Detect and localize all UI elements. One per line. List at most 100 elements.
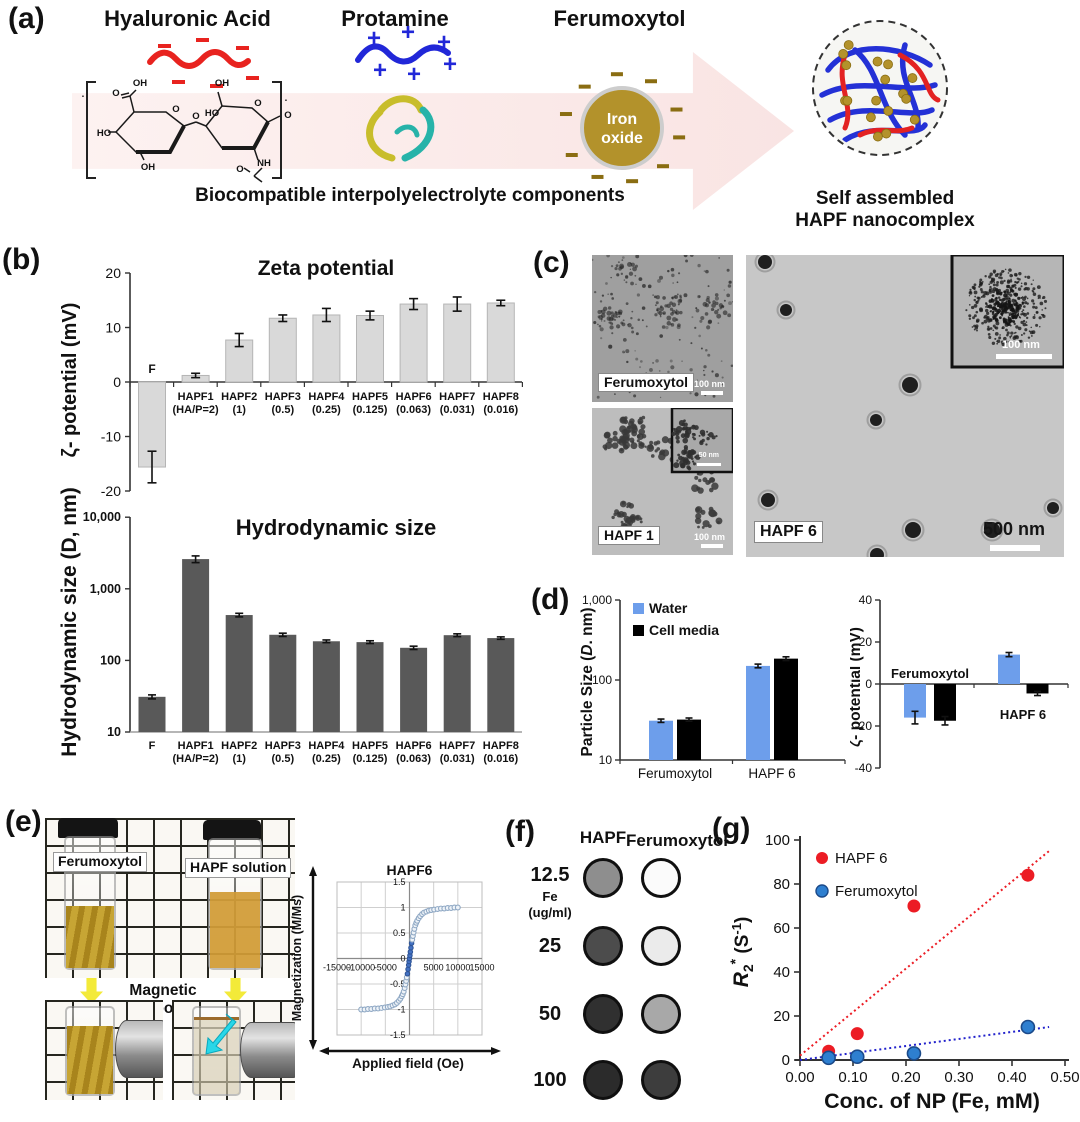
vials-photo: Ferumoxytol HAPF solution <box>45 818 295 978</box>
ferumoxytol-title: Ferumoxytol <box>553 6 686 31</box>
svg-text:(1): (1) <box>232 753 246 765</box>
svg-text:-5000: -5000 <box>374 963 397 973</box>
vial-ferumoxytol <box>64 836 116 970</box>
magnet-photo-ferumoxytol <box>45 1000 163 1100</box>
svg-text:0.50: 0.50 <box>1050 1069 1079 1086</box>
well-unit-line2: (ug/ml) <box>528 905 572 920</box>
svg-text:100: 100 <box>592 673 612 687</box>
zeta-bars <box>138 296 515 484</box>
svg-text:HAPF8: HAPF8 <box>483 391 519 403</box>
svg-text:O: O <box>236 164 243 175</box>
svg-text:HAPF2: HAPF2 <box>221 391 257 403</box>
well-hapf-50 <box>583 994 623 1034</box>
magnetization-points <box>358 904 461 1013</box>
product-label-line1: Self assembled <box>815 188 955 209</box>
svg-text:40: 40 <box>859 593 873 607</box>
zeta-media-chart: ζ- potential (mV) 40 20 0 -20 -40 Ferumoxytol H… <box>850 593 1069 775</box>
svg-text:Hydrodynamic size (D, nm): Hydrodynamic size (D, nm) <box>58 487 81 757</box>
svg-text:40: 40 <box>773 964 790 981</box>
well-col-hapf-header: HAPF <box>579 828 627 847</box>
well-hapf-25 <box>583 926 623 966</box>
vial-cap-right <box>203 820 261 840</box>
panel-e-label: (e) <box>5 805 42 838</box>
relaxivity-chart: 0 20 40 60 80 100 0.00 0.10 0.20 0.30 0.40 0.50 R2* … <box>730 832 1080 1113</box>
vial-cap-left <box>58 818 118 838</box>
svg-text:OH: OH <box>215 78 229 89</box>
svg-text:HAPF4: HAPF4 <box>308 391 345 403</box>
svg-text:10: 10 <box>105 320 121 336</box>
tem-hapf1-inset-scalebar <box>697 463 721 466</box>
tem-hapf6-inset-scalebar <box>996 354 1052 359</box>
tem-hapf6-image <box>746 255 1064 557</box>
cyan-arrow-icon <box>205 1013 237 1055</box>
svg-text:5000: 5000 <box>424 963 444 973</box>
magnet-vial-left-liquid <box>67 1026 113 1094</box>
tem-hapf1-label: HAPF 1 <box>598 525 660 545</box>
svg-text:-1.5: -1.5 <box>390 1030 406 1040</box>
svg-text:HAPF2: HAPF2 <box>221 740 257 752</box>
size-bars <box>138 555 515 732</box>
product-label-line2: HAPF nanocomplex <box>795 210 975 231</box>
svg-text:60: 60 <box>773 920 790 937</box>
svg-text:HAPF 6: HAPF 6 <box>748 766 795 781</box>
svg-text:HAPF8: HAPF8 <box>483 740 519 752</box>
vial-ferumoxytol-liquid <box>66 906 114 968</box>
svg-text:HAPF1: HAPF1 <box>178 391 214 403</box>
tem-hapf6: HAPF 6 500 nm 100 nm <box>746 255 1064 557</box>
svg-text:-20: -20 <box>101 483 121 499</box>
svg-text:HAPF3: HAPF3 <box>265 391 301 403</box>
svg-text:100: 100 <box>100 653 121 667</box>
svg-text:+: + <box>443 51 457 78</box>
svg-text:(0.25): (0.25) <box>312 404 341 416</box>
svg-text:Water: Water <box>649 600 688 616</box>
svg-text:0.10: 0.10 <box>838 1069 867 1086</box>
svg-text:(0.031): (0.031) <box>440 753 475 765</box>
svg-text:-40: -40 <box>855 761 873 775</box>
svg-text:Ferumoxytol: Ferumoxytol <box>835 883 918 900</box>
svg-text:Hydrodynamic size: Hydrodynamic size <box>236 515 437 540</box>
svg-text:(0.063): (0.063) <box>396 404 431 416</box>
svg-text:(0.5): (0.5) <box>271 404 294 416</box>
svg-text:+: + <box>401 19 415 46</box>
svg-text:F: F <box>149 740 156 752</box>
vial-hapf-label: HAPF solution <box>185 858 292 878</box>
tem-ferumoxytol: Ferumoxytol 100 nm <box>592 255 733 402</box>
well-ferumoxytol-25 <box>641 926 681 966</box>
svg-text:(0.125): (0.125) <box>353 753 388 765</box>
svg-text:0.20: 0.20 <box>891 1069 920 1086</box>
svg-text:10,000: 10,000 <box>83 510 121 524</box>
svg-text:HAPF1: HAPF1 <box>178 740 214 752</box>
svg-text:Applied field (Oe): Applied field (Oe) <box>352 1056 464 1071</box>
svg-text:+: + <box>367 25 381 52</box>
svg-text:(0.25): (0.25) <box>312 753 341 765</box>
svg-text:(0.016): (0.016) <box>483 404 518 416</box>
svg-text:0: 0 <box>113 374 121 390</box>
svg-text:20: 20 <box>105 265 121 281</box>
well-col-ferumoxytol-header: Ferumoxytol <box>626 831 729 850</box>
svg-text:1,000: 1,000 <box>90 582 121 596</box>
svg-text:1: 1 <box>400 903 405 913</box>
svg-text:(0.125): (0.125) <box>353 404 388 416</box>
svg-text:oxide: oxide <box>601 130 643 147</box>
svg-text:0: 0 <box>782 1052 790 1069</box>
svg-text:HAPF4: HAPF4 <box>308 740 345 752</box>
svg-text:-20: -20 <box>855 719 873 733</box>
svg-text:Iron: Iron <box>607 111 637 128</box>
svg-text:(1): (1) <box>232 404 246 416</box>
svg-text:HAPF5: HAPF5 <box>352 391 388 403</box>
panel-a-label: (a) <box>8 2 45 35</box>
well-unit-line1: Fe <box>542 889 558 904</box>
tem-hapf6-scalebar-text: 500 nm <box>983 519 1046 539</box>
well-row-25: 25 <box>538 935 562 957</box>
magnet-vial-left <box>65 1006 115 1096</box>
protamine-squiggle: + + ++ + + <box>355 19 457 88</box>
svg-text:(0.031): (0.031) <box>440 404 475 416</box>
svg-text:+: + <box>373 57 387 84</box>
well-row-100: 100 <box>533 1069 567 1091</box>
magnet-right <box>240 1022 295 1078</box>
magnet-vial-right-liquid <box>194 1017 239 1094</box>
particle-size-bars <box>649 655 798 760</box>
